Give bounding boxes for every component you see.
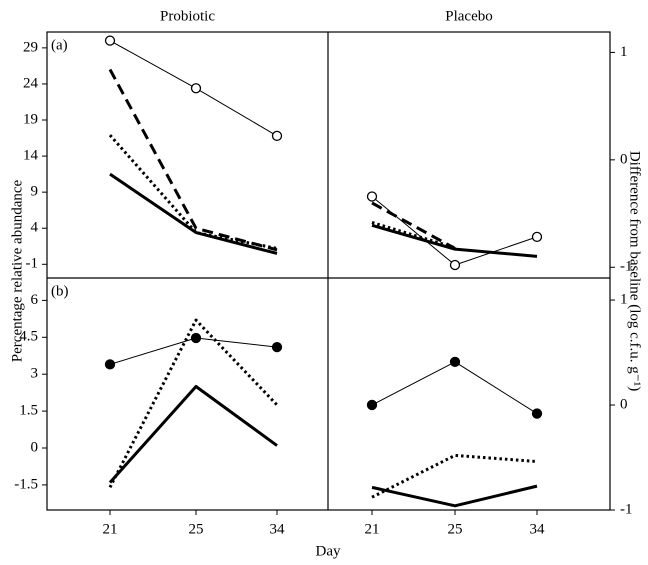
y-tick-label: -1.5 <box>14 476 38 492</box>
series-line <box>371 361 538 414</box>
x-axis-label: Day <box>316 543 341 559</box>
point <box>366 399 378 411</box>
panel-title: Placebo <box>445 8 492 24</box>
y-tick-label: 9 <box>31 184 39 200</box>
series-line <box>108 68 278 252</box>
point <box>190 83 202 94</box>
y2-tick-label: 0 <box>620 396 628 412</box>
x-tick-label: 34 <box>270 521 286 537</box>
series-line <box>108 384 278 484</box>
panel-annotation: (a) <box>51 37 68 53</box>
x-tick-label: 21 <box>365 521 380 537</box>
y-tick-label: 19 <box>23 111 38 127</box>
series-line <box>371 223 538 258</box>
panel-title: Probiotic <box>160 8 215 24</box>
point <box>271 341 283 353</box>
y2-tick-label: -1 <box>620 259 633 275</box>
point <box>531 231 543 243</box>
point <box>449 356 461 368</box>
y-tick-label: -1 <box>26 256 39 272</box>
point <box>449 259 461 271</box>
y2-axis-label: Difference from baseline (log c.f.u. g⁻¹… <box>627 151 643 391</box>
y-tick-label: 14 <box>23 148 39 164</box>
panel-annotation: (b) <box>51 283 69 299</box>
y-axis-label: Percentage relative abundance <box>9 179 25 362</box>
point <box>531 408 543 419</box>
series-line <box>109 172 278 255</box>
series-line <box>371 484 538 508</box>
y2-tick-label: 1 <box>620 44 628 60</box>
point <box>104 35 116 46</box>
point <box>366 191 378 202</box>
series-line <box>371 201 456 250</box>
y-tick-label: 4.5 <box>19 329 38 345</box>
x-tick-label: 34 <box>530 521 546 537</box>
point <box>271 130 283 142</box>
y-tick-label: 3 <box>31 366 39 382</box>
y2-tick-label: 0 <box>620 151 628 167</box>
series-line <box>371 221 456 250</box>
y2-tick-label: -1 <box>620 501 633 517</box>
y-tick-label: 1.5 <box>19 403 38 419</box>
y-tick-label: 0 <box>31 439 39 455</box>
y-tick-label: 4 <box>31 220 39 236</box>
series-line <box>108 318 279 489</box>
y-tick-label: 29 <box>23 39 38 55</box>
y-tick-label: 24 <box>23 75 39 91</box>
point <box>190 332 202 344</box>
point <box>104 359 116 370</box>
y-tick-label: 6 <box>31 292 39 308</box>
x-tick-label: 25 <box>189 521 204 537</box>
x-tick-label: 21 <box>103 521 118 537</box>
x-tick-label: 25 <box>448 521 463 537</box>
y2-tick-label: 1 <box>620 291 628 307</box>
